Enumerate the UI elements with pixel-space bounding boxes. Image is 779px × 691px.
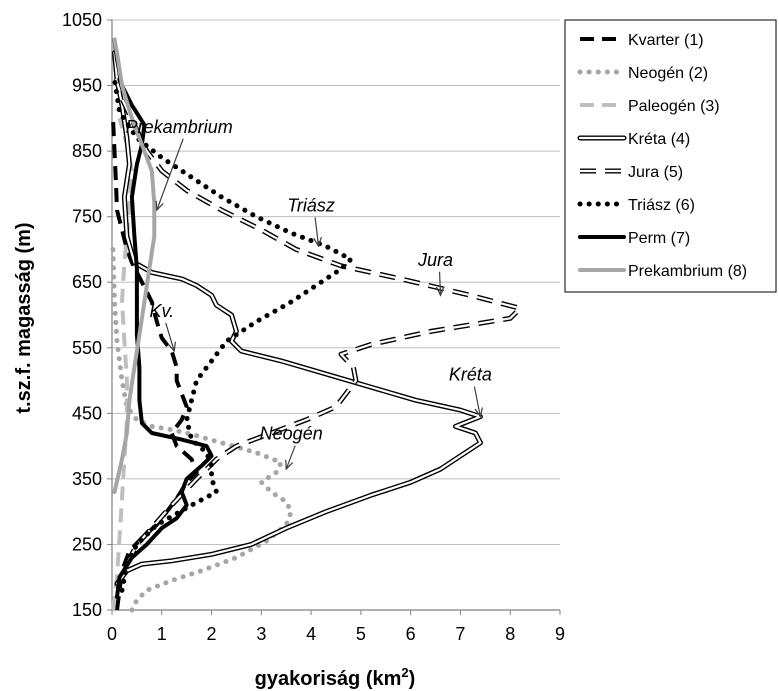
legend: Kvarter (1) Neogén (2) Paleogén (3) Kréta (… [564, 19, 777, 293]
series-line-6 [112, 76, 354, 593]
x-tick-label-3: 3 [256, 624, 266, 644]
annotation-arrow-0 [157, 138, 184, 210]
series-line-7 [112, 37, 214, 599]
x-tick-label-8: 8 [505, 624, 515, 644]
axes [107, 19, 561, 615]
y-tick-label-0: 150 [72, 600, 102, 620]
x-tick-label-1: 1 [157, 624, 167, 644]
legend-label-1: Kvarter (1) [628, 32, 704, 49]
x-tick-label-5: 5 [356, 624, 366, 644]
x-tick-labels: 0 1 2 3 4 5 6 7 8 9 [107, 624, 565, 644]
annotation-label-3: Kv. [149, 301, 174, 321]
annotation-label-2: Jura [417, 250, 453, 270]
legend-label-6: Triász (6) [628, 197, 695, 214]
y-tick-label-7: 850 [72, 141, 102, 161]
series-line-3 [111, 117, 134, 611]
x-tick-label-7: 7 [455, 624, 465, 644]
legend-label-4: Kréta (4) [628, 131, 690, 148]
x-tick-label-6: 6 [406, 624, 416, 644]
annotation-arrow-2 [440, 271, 441, 296]
legend-label-5: Jura (5) [628, 164, 683, 181]
y-tick-label-3: 450 [72, 403, 102, 423]
series-line-5 [113, 78, 523, 566]
y-tick-labels: 150 250 350 450 550 650 750 850 950 1050 [62, 10, 102, 620]
legend-label-3: Paleogén (3) [628, 98, 720, 115]
y-tick-label-1: 250 [72, 534, 102, 554]
y-tick-label-9: 1050 [62, 10, 102, 30]
legend-box [564, 19, 777, 293]
annotation-label-0: Prekambrium [126, 117, 233, 137]
annotation-arrow-5 [286, 445, 296, 470]
annotation-label-5: Neogén [260, 424, 323, 444]
y-tick-label-2: 350 [72, 469, 102, 489]
annotation-arrow-3 [165, 322, 174, 351]
annotation-arrow-1 [315, 217, 318, 246]
y-tick-label-6: 750 [72, 207, 102, 227]
y-axis-title: t.sz.f. magasság (m) [13, 222, 35, 413]
legend-label-8: Prekambrium (8) [628, 263, 747, 280]
annotation-label-4: Kréta [449, 365, 492, 385]
series-line-8 [112, 37, 157, 494]
legend-label-7: Perm (7) [628, 230, 690, 247]
grid-lines [112, 19, 560, 611]
x-tick-label-2: 2 [207, 624, 217, 644]
y-tick-label-5: 650 [72, 272, 102, 292]
x-tick-label-4: 4 [306, 624, 316, 644]
y-tick-label-8: 950 [72, 76, 102, 96]
annotation-arrow-4 [473, 386, 480, 417]
annotations: Prekambrium Triász Jura Kv. Kréta Neogén [126, 117, 492, 469]
annotation-label-1: Triász [287, 195, 335, 215]
y-tick-label-4: 550 [72, 338, 102, 358]
x-axis-title: gyakoriság (km2) [255, 665, 416, 690]
series-line-4 [112, 50, 483, 587]
series-line-2 [110, 246, 294, 613]
x-tick-label-9: 9 [555, 624, 565, 644]
series-lines [110, 37, 523, 613]
legend-label-2: Neogén (2) [628, 65, 708, 82]
x-tick-label-0: 0 [107, 624, 117, 644]
